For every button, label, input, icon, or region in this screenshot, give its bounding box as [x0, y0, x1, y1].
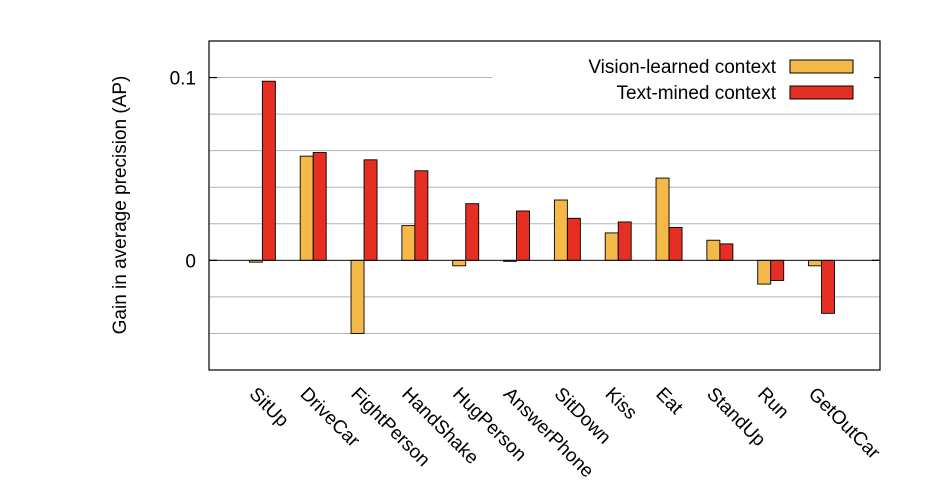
y-axis: 0.10 [170, 69, 880, 272]
bar-vision-hugperson [452, 259, 467, 267]
bar-text-getoutcar [821, 259, 835, 314]
bar-text-standup [719, 243, 734, 261]
legend-label-text: Text-mined context [617, 83, 777, 104]
bar-vision-drivecar [299, 155, 314, 261]
y-axis-title: Gain in average precision (AP) [110, 76, 131, 335]
bar-text-kiss [617, 221, 632, 261]
bar-vision-run [757, 259, 772, 285]
legend: Vision-learned context Text-mined contex… [492, 48, 874, 108]
bar-text-run [770, 259, 785, 281]
x-tick-label-getoutcar: GetOutCar [804, 384, 884, 464]
bar-vision-eat [655, 177, 670, 261]
x-tick-label-answerphone: AnswerPhone [499, 384, 597, 482]
bar-text-handshake [414, 170, 429, 261]
bar-text-situp [261, 80, 276, 261]
legend-swatch-text [789, 85, 854, 100]
bar-vision-fightperson [350, 259, 365, 334]
x-tick-label-run: Run [753, 384, 792, 423]
bar-text-answerphone [516, 210, 530, 261]
legend-label-vision: Vision-learned context [588, 57, 776, 78]
x-axis-labels: SitUp DriveCarFightPersonHandShakeHugPers… [245, 384, 884, 482]
bar-text-hugperson [465, 203, 480, 261]
bar-text-sitdown [566, 217, 581, 261]
x-tick-label-kiss: Kiss [601, 384, 641, 424]
y-tick-label: 0.1 [170, 69, 196, 90]
bar-vision-getoutcar [808, 259, 822, 267]
x-tick-label-eat: Eat [652, 384, 688, 420]
bar-text-drivecar [312, 152, 327, 261]
bar-vision-sitdown [553, 199, 568, 261]
bar-vision-standup [706, 239, 721, 261]
bar-vision-handshake [401, 225, 416, 261]
bar-text-fightperson [363, 159, 378, 261]
bar-vision-kiss [604, 232, 619, 261]
legend-swatch-vision [789, 59, 854, 74]
plot-frame [208, 40, 881, 371]
y-tick-label: 0 [185, 251, 196, 272]
x-tick-label-situp: SitUp [245, 384, 293, 432]
bars [209, 80, 880, 334]
bar-text-eat [668, 226, 683, 261]
